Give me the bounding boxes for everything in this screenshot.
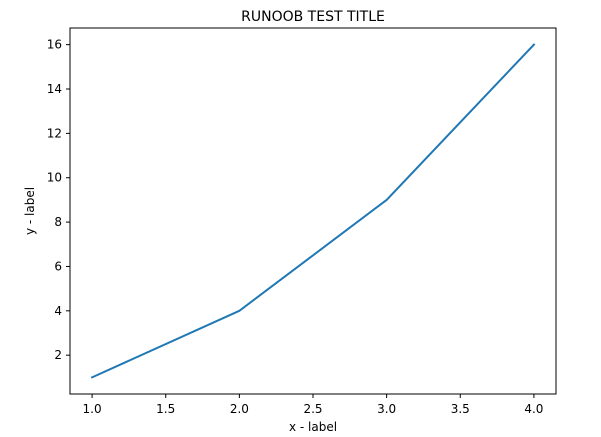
y-axis-ticks: 2 4 6 8 10 12 14 16 <box>47 38 70 362</box>
y-tick-label: 14 <box>47 82 62 96</box>
y-axis-label: y - label <box>23 187 37 235</box>
x-tick-label: 2.0 <box>230 402 249 416</box>
x-tick-label: 1.0 <box>83 402 102 416</box>
x-axis-label: x - label <box>289 420 337 434</box>
y-tick-label: 8 <box>54 215 62 229</box>
series-line <box>90 43 536 379</box>
y-tick-label: 16 <box>47 38 62 52</box>
x-tick-label: 4.0 <box>524 402 543 416</box>
y-tick-label: 12 <box>47 126 62 140</box>
x-tick-label: 3.0 <box>377 402 396 416</box>
y-tick-label: 4 <box>54 304 62 318</box>
x-tick-label: 2.5 <box>303 402 322 416</box>
axes-frame <box>69 27 557 395</box>
y-tick-label: 2 <box>54 348 62 362</box>
x-axis-ticks: 1.0 1.5 2.0 2.5 3.0 3.5 4.0 <box>83 394 543 416</box>
y-tick-label: 6 <box>54 259 62 273</box>
y-tick-label: 10 <box>47 171 62 185</box>
plot-area <box>69 27 557 395</box>
x-tick-label: 1.5 <box>156 402 175 416</box>
chart-title: RUNOOB TEST TITLE <box>241 9 385 25</box>
x-tick-label: 3.5 <box>451 402 470 416</box>
